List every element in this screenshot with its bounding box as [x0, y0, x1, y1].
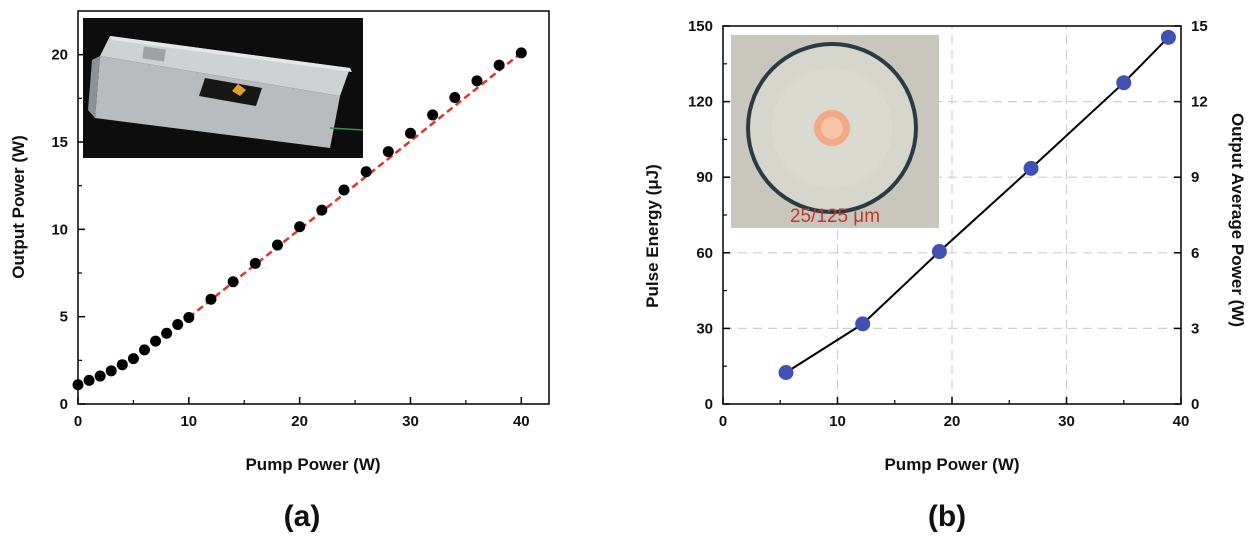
x-tick-label-b: 20	[944, 413, 961, 430]
data-point-a	[404, 127, 416, 139]
data-point-a	[94, 370, 106, 382]
data-point-a	[294, 221, 306, 233]
x-tick-label-a: 0	[74, 413, 82, 430]
y2-tick-label-b: 0	[1191, 396, 1199, 413]
y-tick-label-a: 0	[60, 396, 68, 413]
y-tick-label-a: 5	[60, 309, 68, 326]
panel-b: 25/125 μm 0 10 20 30 40030609012015003691215…	[643, 18, 1247, 533]
x-axis-title-a: Pump Power (W)	[245, 455, 380, 474]
data-point-b	[778, 365, 794, 380]
y-tick-label-b: 30	[696, 320, 713, 337]
data-point-a	[360, 166, 372, 178]
data-point-a	[227, 276, 239, 288]
data-point-a	[72, 379, 84, 391]
x-tick-label-a: 20	[291, 413, 308, 430]
data-point-a	[382, 146, 394, 158]
y-tick-label-b: 60	[696, 245, 713, 262]
data-point-b	[855, 316, 871, 332]
y2-tick-label-b: 12	[1191, 94, 1208, 111]
data-point-a	[105, 365, 117, 377]
data-point-a	[205, 293, 217, 305]
y-tick-label-b: 120	[688, 94, 713, 111]
data-point-b	[931, 244, 947, 260]
y2-tick-label-b: 6	[1191, 245, 1199, 262]
data-point-a	[172, 319, 184, 331]
data-point-a	[83, 374, 95, 386]
data-point-a	[138, 344, 150, 356]
plot-frame-a	[77, 10, 550, 405]
data-point-a	[493, 59, 505, 71]
x-tick-label-b: 0	[719, 413, 727, 430]
data-point-a	[116, 359, 128, 371]
y-axis-title-a: Output Power (W)	[9, 135, 28, 279]
data-point-a	[150, 335, 162, 347]
data-point-b	[1023, 160, 1039, 176]
fit-line-a	[188, 51, 523, 319]
series-line-b	[785, 36, 1170, 374]
y2-tick-label-b: 15	[1191, 18, 1208, 35]
inset-caption-b: 25/125 μm	[790, 206, 880, 227]
data-point-a	[338, 184, 350, 196]
x-tick-label-b: 10	[829, 413, 846, 430]
y2-axis-title-b: Output Average Power (W)	[1228, 113, 1247, 327]
x-tick-label-b: 30	[1058, 413, 1075, 430]
data-point-a	[427, 109, 439, 121]
y-tick-label-b: 150	[688, 18, 713, 35]
x-tick-label-a: 10	[180, 413, 197, 430]
x-tick-label-a: 30	[402, 413, 419, 430]
data-point-b	[1116, 75, 1132, 91]
data-point-a	[271, 239, 283, 251]
data-point-a	[471, 75, 483, 87]
x-tick-label-a: 40	[513, 413, 530, 430]
y-tick-label-a: 20	[51, 47, 68, 64]
y-axis-title-b: Pulse Energy (μJ)	[643, 164, 662, 308]
data-point-a	[316, 204, 328, 216]
panel-a: 0 10 20 30 40 0 5 10 15 20 Pump Power (W) Output …	[9, 10, 550, 533]
y-tick-label-b: 90	[696, 169, 713, 186]
x-tick-label-b: 40	[1173, 413, 1190, 430]
data-point-b	[1160, 29, 1176, 45]
y-tick-label-a: 15	[51, 134, 68, 151]
y2-tick-label-b: 9	[1191, 169, 1199, 186]
data-point-a	[515, 47, 527, 59]
data-point-a	[127, 353, 139, 365]
fiber-cross-section-photo: 25/125 μm	[731, 35, 939, 228]
data-point-a	[249, 257, 261, 269]
panel-label-b: (b)	[928, 500, 966, 533]
y-tick-label-a: 10	[51, 221, 68, 238]
x-axis-title-b: Pump Power (W)	[884, 455, 1019, 474]
data-point-a	[183, 312, 195, 324]
panel-label-a: (a)	[284, 500, 321, 533]
data-point-a	[449, 91, 461, 103]
y-tick-label-b: 0	[705, 396, 713, 413]
y2-tick-label-b: 3	[1191, 320, 1199, 337]
laser-module-photo	[83, 18, 364, 158]
data-point-a	[161, 327, 173, 339]
